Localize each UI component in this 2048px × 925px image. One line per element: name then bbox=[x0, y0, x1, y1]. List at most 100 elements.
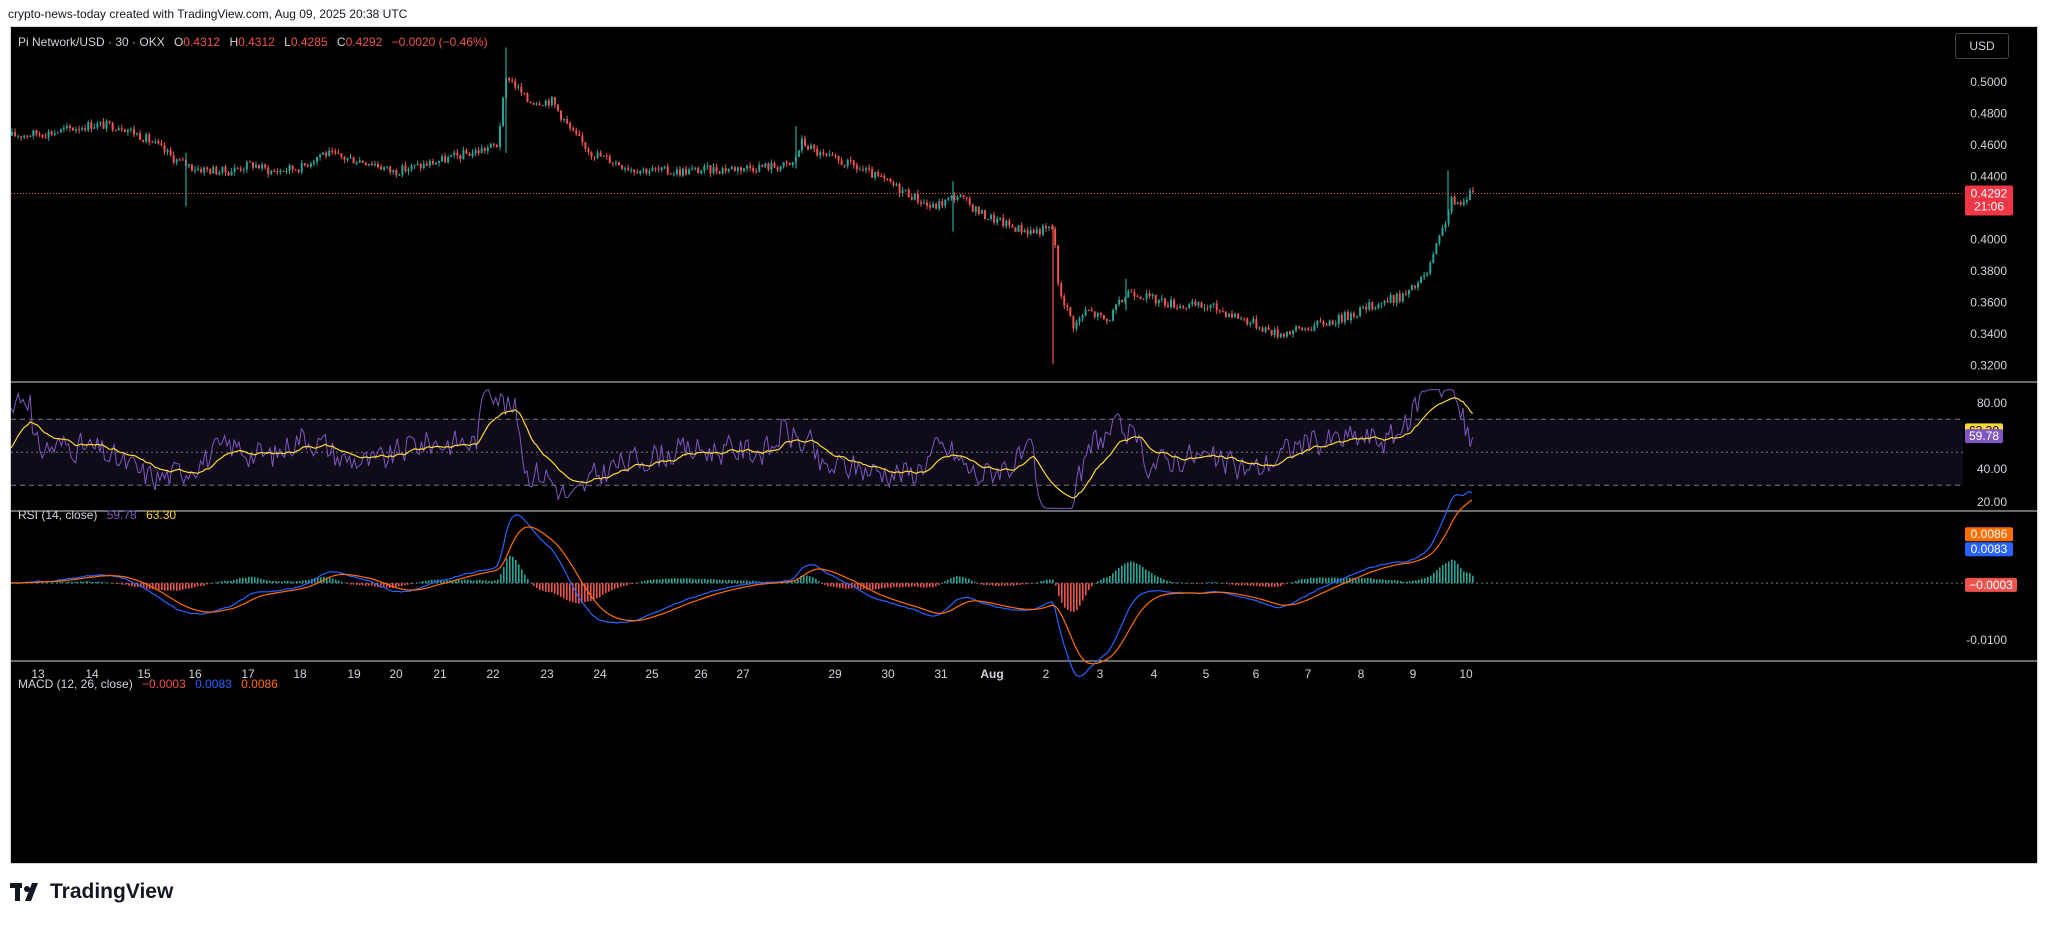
symbol-label[interactable]: Pi Network/USD · 30 · OKX bbox=[18, 35, 165, 49]
macd-histogram-bar bbox=[719, 579, 721, 584]
candle-body bbox=[1395, 293, 1398, 303]
macd-histogram-bar bbox=[1199, 583, 1201, 584]
candle-body bbox=[947, 197, 950, 200]
macd-histogram-bar bbox=[470, 580, 472, 584]
candle-body bbox=[206, 167, 209, 170]
candle-body bbox=[1417, 282, 1420, 288]
macd-legend: MACD (12, 26, close) −0.0003 0.0083 0.00… bbox=[18, 677, 278, 691]
macd-histogram-bar bbox=[380, 583, 382, 588]
candle-body bbox=[675, 169, 678, 175]
macd-histogram-bar bbox=[179, 583, 181, 591]
candle-body bbox=[14, 131, 17, 137]
macd-histogram-bar bbox=[725, 580, 727, 584]
macd-histogram-bar bbox=[1235, 583, 1237, 586]
low-label: L bbox=[284, 35, 291, 49]
chart-canvas[interactable]: 0.52000.50000.48000.46000.44000.42000.40… bbox=[11, 27, 2037, 863]
macd-histogram-bar bbox=[1193, 583, 1195, 584]
macd-histogram-bar bbox=[185, 583, 187, 589]
candle-body bbox=[935, 203, 938, 209]
macd-histogram-bar bbox=[479, 579, 481, 584]
macd-histogram-bar bbox=[560, 583, 562, 597]
candle-body bbox=[1404, 293, 1407, 295]
candle-body bbox=[200, 169, 203, 173]
candle-body bbox=[511, 80, 514, 82]
macd-histogram-bar bbox=[1154, 575, 1156, 584]
rsi-axis-tick: 40.00 bbox=[1977, 462, 2007, 476]
currency-button[interactable]: USD bbox=[1955, 33, 2009, 59]
macd-histogram-bar bbox=[1280, 583, 1282, 587]
macd-histogram-bar bbox=[644, 580, 646, 584]
candle-body bbox=[62, 128, 65, 130]
macd-histogram-bar bbox=[80, 581, 82, 584]
candle-body bbox=[929, 205, 932, 208]
candle-body bbox=[1349, 313, 1352, 321]
macd-histogram-bar bbox=[428, 580, 430, 584]
macd-histogram-bar bbox=[1028, 583, 1030, 584]
time-axis-tick: 2 bbox=[1043, 667, 1050, 681]
candle-body bbox=[1459, 202, 1462, 205]
macd-histogram-bar bbox=[1400, 581, 1402, 584]
macd-histogram-bar bbox=[833, 583, 835, 588]
macd-histogram-bar bbox=[677, 578, 679, 584]
macd-title[interactable]: MACD (12, 26, close) bbox=[18, 677, 133, 691]
macd-histogram-bar bbox=[821, 583, 823, 584]
macd-histogram-bar bbox=[920, 583, 922, 588]
candle-body bbox=[910, 197, 913, 200]
tradingview-logo[interactable]: TradingView bbox=[10, 880, 173, 904]
candle-body bbox=[1465, 199, 1468, 202]
macd-histogram-bar bbox=[98, 581, 100, 584]
candle-body bbox=[508, 77, 511, 81]
candle-body bbox=[169, 150, 172, 156]
macd-histogram-bar bbox=[1424, 578, 1426, 584]
candle-body bbox=[160, 143, 163, 146]
candle-body bbox=[1261, 327, 1264, 332]
chart-area[interactable]: 0.52000.50000.48000.46000.44000.42000.40… bbox=[10, 26, 2038, 864]
candle-body bbox=[1072, 316, 1075, 329]
candle-body bbox=[599, 152, 602, 157]
candle-body bbox=[1237, 313, 1240, 319]
candle-body bbox=[550, 97, 553, 106]
candle-body bbox=[572, 128, 575, 131]
candle-body bbox=[1011, 225, 1014, 228]
candle-body bbox=[1224, 311, 1227, 317]
macd-badge-text: 0.0083 bbox=[1971, 542, 2008, 556]
candle-body bbox=[328, 150, 331, 157]
price-axis-tick: 0.4600 bbox=[1970, 138, 2007, 152]
candle-body bbox=[434, 162, 437, 165]
macd-histogram-bar bbox=[869, 583, 871, 590]
macd-histogram-bar bbox=[1109, 575, 1111, 584]
macd-histogram-bar bbox=[794, 580, 796, 584]
time-axis-tick: 20 bbox=[389, 667, 403, 681]
macd-histogram-bar bbox=[1268, 583, 1270, 587]
macd-histogram-bar bbox=[806, 575, 808, 584]
macd-histogram-bar bbox=[1145, 569, 1147, 584]
candle-body bbox=[563, 118, 566, 120]
macd-histogram-bar bbox=[1004, 583, 1006, 586]
candle-body bbox=[108, 120, 111, 123]
macd-histogram-bar bbox=[107, 582, 109, 584]
candle-body bbox=[1215, 303, 1218, 311]
macd-histogram-bar bbox=[1445, 563, 1447, 584]
macd-histogram-bar bbox=[236, 579, 238, 584]
macd-histogram-bar bbox=[1166, 580, 1168, 584]
candle-body bbox=[1258, 327, 1261, 329]
macd-histogram-bar bbox=[827, 583, 829, 587]
candle-body bbox=[444, 156, 447, 163]
candle-body bbox=[770, 162, 773, 170]
candle-body bbox=[1160, 298, 1163, 300]
high-value: 0.4312 bbox=[238, 35, 275, 49]
macd-histogram-bar bbox=[167, 583, 169, 591]
macd-histogram-bar bbox=[701, 579, 703, 584]
candle-body bbox=[858, 169, 861, 171]
macd-histogram-bar bbox=[50, 582, 52, 584]
macd-histogram-bar bbox=[905, 583, 907, 587]
candle-body bbox=[386, 166, 389, 168]
candle-body bbox=[1374, 308, 1377, 310]
candle-body bbox=[724, 168, 727, 172]
candle-body bbox=[300, 163, 303, 173]
macd-histogram-bar bbox=[1094, 583, 1096, 584]
rsi-title[interactable]: RSI (14, close) bbox=[18, 508, 98, 522]
macd-histogram-bar bbox=[155, 583, 157, 590]
macd-histogram-bar bbox=[1436, 570, 1438, 584]
candle-body bbox=[849, 159, 852, 161]
